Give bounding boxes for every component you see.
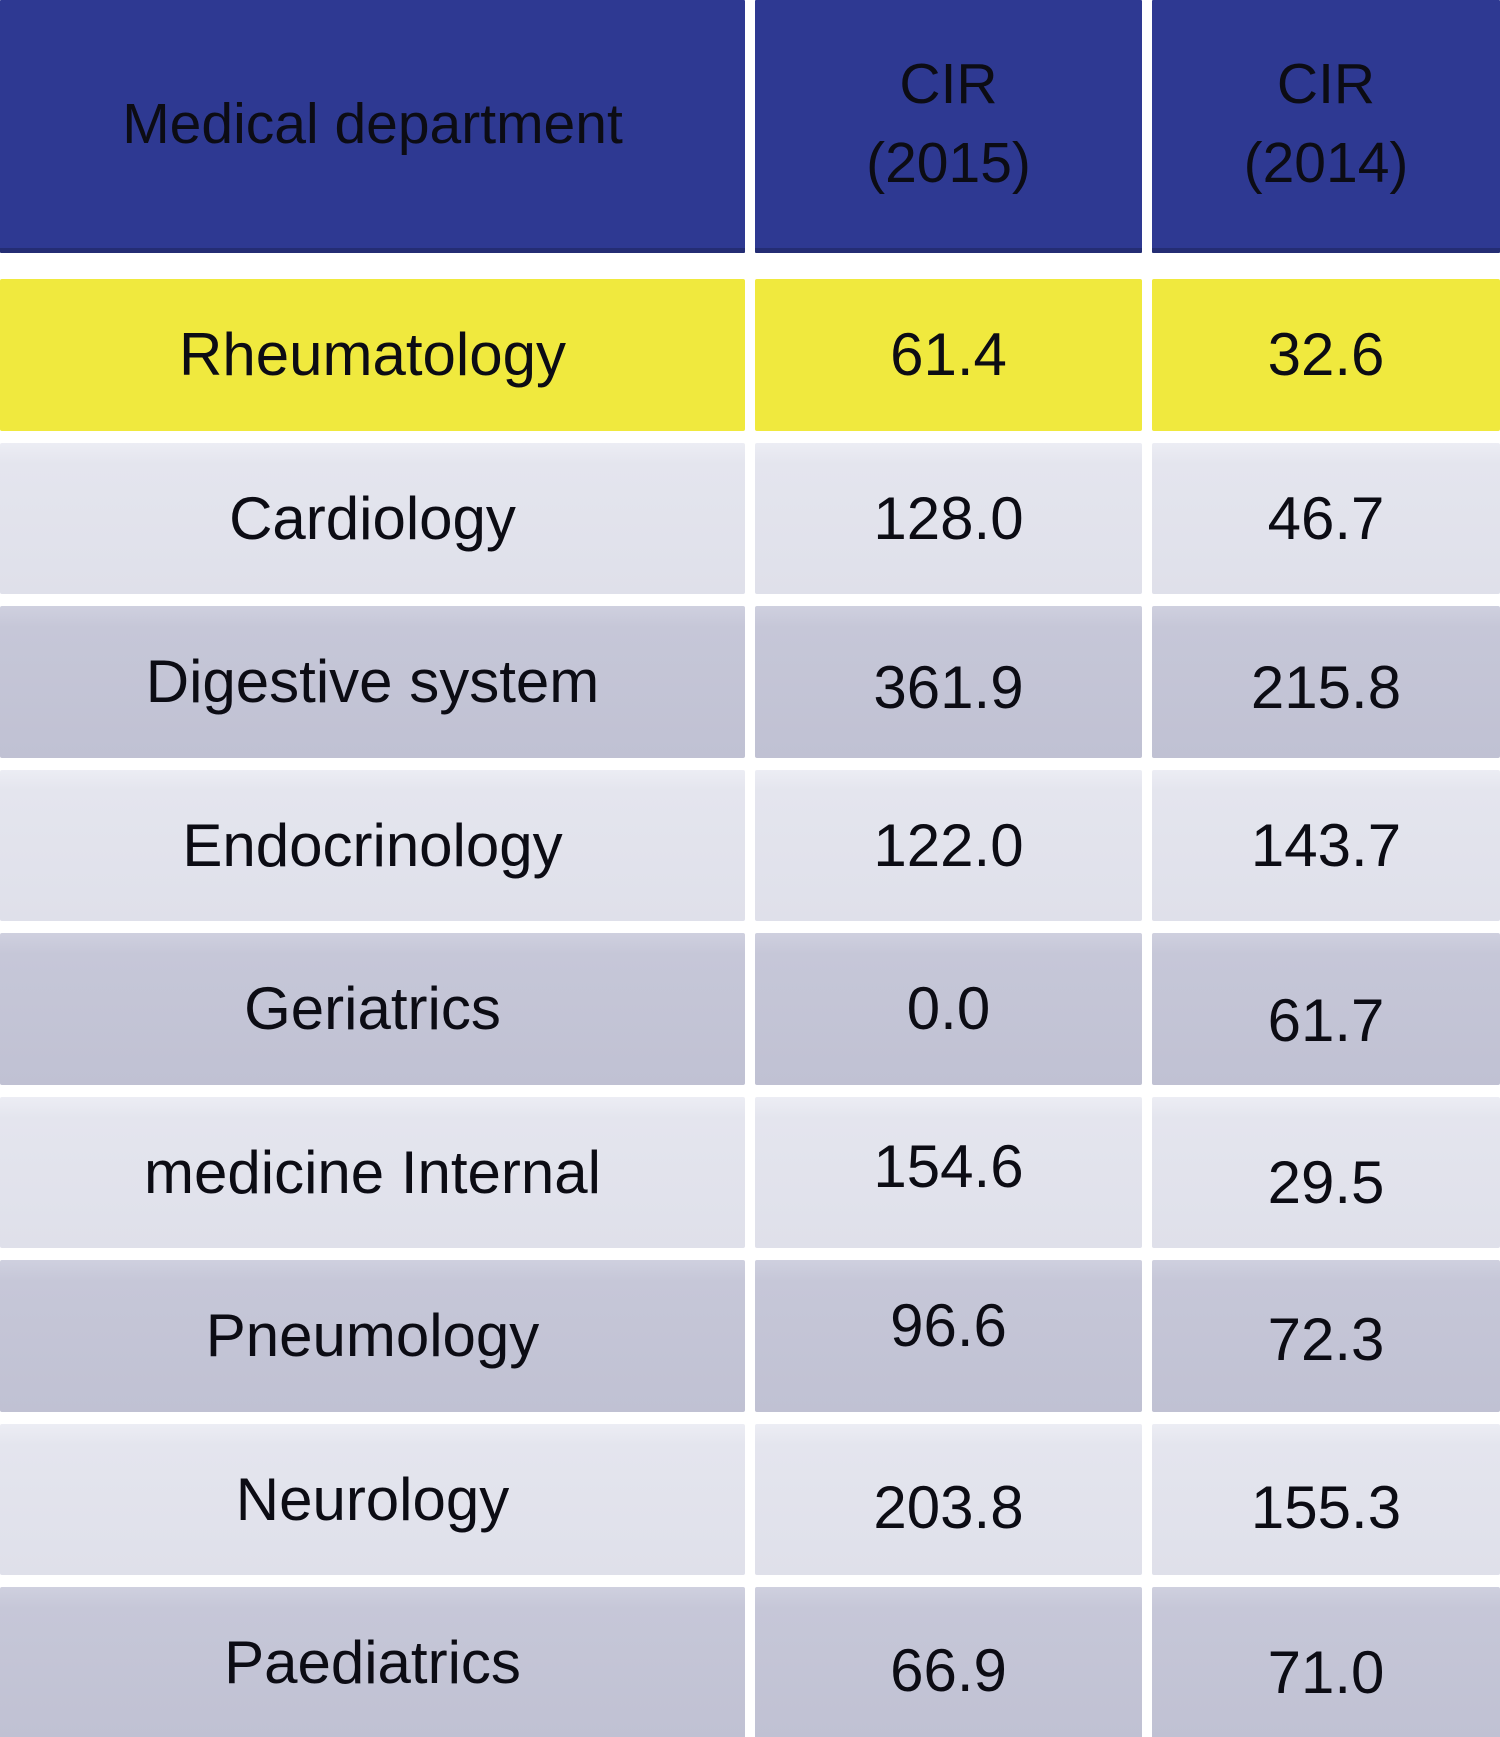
cir2015-cell: 203.8	[755, 1423, 1142, 1575]
department-cell: Pneumology	[0, 1260, 745, 1412]
table-row-paediatrics: Paediatrics 66.9 71.0	[0, 1587, 1500, 1737]
cir2015-cell: 61.4	[755, 279, 1142, 431]
cir2014-cell: 32.6	[1152, 279, 1500, 431]
header-cir-2014: CIR (2014)	[1152, 0, 1500, 253]
cir2014-cell: 61.7	[1152, 933, 1500, 1085]
header-cir-2015: CIR (2015)	[755, 0, 1142, 253]
cir2014-cell: 71.0	[1152, 1587, 1500, 1737]
department-cell: Paediatrics	[0, 1587, 745, 1737]
cir2014-cell: 46.7	[1152, 442, 1500, 594]
header-cir-2014-year: (2014)	[1243, 131, 1409, 195]
table-row-internal-medicine: medicine Internal 154.6 29.5	[0, 1096, 1500, 1248]
cir2015-cell: 122.0	[755, 769, 1142, 921]
department-cell: medicine Internal	[0, 1096, 745, 1248]
cir2015-cell: 96.6	[755, 1260, 1142, 1412]
cir2014-cell: 143.7	[1152, 769, 1500, 921]
table-row-endocrinology: Endocrinology 122.0 143.7	[0, 769, 1500, 921]
table-row-digestive-system: Digestive system 361.9 215.8	[0, 606, 1500, 758]
cir2015-cell: 128.0	[755, 442, 1142, 594]
table-row-cardiology: Cardiology 128.0 46.7	[0, 442, 1500, 594]
cir2014-cell: 72.3	[1152, 1260, 1500, 1412]
cir2015-cell: 0.0	[755, 933, 1142, 1085]
department-cell: Geriatrics	[0, 933, 745, 1085]
table-row-rheumatology: Rheumatology 61.4 32.6	[0, 279, 1500, 431]
department-cell: Neurology	[0, 1423, 745, 1575]
cir2015-cell: 66.9	[755, 1587, 1142, 1737]
table-row-pneumology: Pneumology 96.6 72.3	[0, 1260, 1500, 1412]
cir2014-cell: 155.3	[1152, 1423, 1500, 1575]
department-cell: Rheumatology	[0, 279, 745, 431]
table-body: Rheumatology 61.4 32.6 Cardiology 128.0 …	[0, 279, 1500, 1737]
table-header-row: Medical department CIR (2015) CIR (2014)	[0, 0, 1500, 253]
department-cell: Digestive system	[0, 606, 745, 758]
department-cell: Cardiology	[0, 442, 745, 594]
cir2015-cell: 361.9	[755, 606, 1142, 758]
department-cell: Endocrinology	[0, 769, 745, 921]
table-row-neurology: Neurology 203.8 155.3	[0, 1423, 1500, 1575]
header-cir-2014-label: CIR	[1276, 52, 1376, 117]
cir2014-cell: 29.5	[1152, 1096, 1500, 1248]
header-medical-department: Medical department	[0, 0, 745, 253]
header-cir-2015-label: CIR	[899, 52, 998, 117]
cir2015-cell: 154.6	[755, 1096, 1142, 1248]
table-row-geriatrics: Geriatrics 0.0 61.7	[0, 933, 1500, 1085]
cir2014-cell: 215.8	[1152, 606, 1500, 758]
header-cir-2015-year: (2015)	[866, 131, 1031, 195]
